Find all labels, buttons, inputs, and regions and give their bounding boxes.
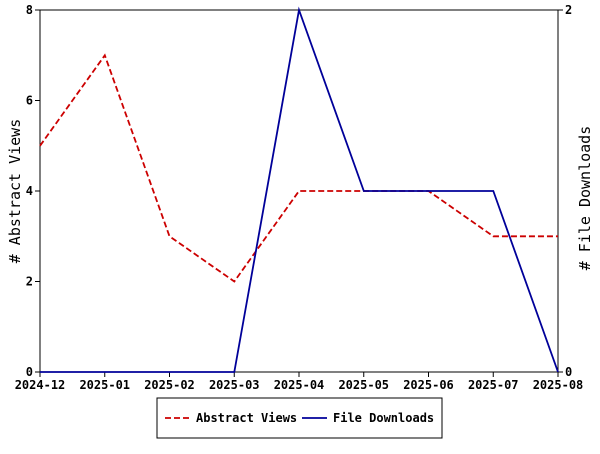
x-tick-label: 2025-07 — [468, 378, 519, 392]
series-lines — [39, 6, 559, 373]
y-left-tick-label: 2 — [26, 275, 33, 289]
legend-label: Abstract Views — [196, 411, 297, 425]
x-tick-label: 2025-06 — [403, 378, 454, 392]
series-line-abstract-views — [39, 53, 558, 283]
legend-label: File Downloads — [333, 411, 434, 425]
x-tick-label: 2024-12 — [15, 378, 66, 392]
tick-labels: 2024-12 2025-01 2025-02 2025-03 2025-04 2025-… — [15, 3, 584, 392]
x-tick-label: 2025-04 — [274, 378, 325, 392]
x-tick-label: 2025-03 — [209, 378, 260, 392]
legend-box — [156, 397, 443, 439]
y-left-tick-label: 0 — [26, 365, 33, 379]
y-left-tick-label: 4 — [26, 184, 33, 198]
x-tick-label: 2025-05 — [338, 378, 389, 392]
x-tick-label: 2025-02 — [144, 378, 195, 392]
y-left-tick-label: 8 — [26, 3, 33, 17]
y-left-tick-label: 6 — [26, 94, 33, 108]
y-axis-right-title: # File Downloads — [576, 126, 594, 271]
series-line-file-downloads — [40, 6, 559, 373]
x-tick-label: 2025-01 — [79, 378, 130, 392]
x-tick-label: 2025-08 — [533, 378, 584, 392]
axis-titles: # Abstract Views # File Downloads — [6, 119, 594, 271]
y-right-tick-label: 0 — [565, 365, 572, 379]
y-right-tick-label: 2 — [565, 3, 572, 17]
legend: Abstract Views File Downloads — [156, 397, 443, 439]
y-axis-left-title: # Abstract Views — [6, 119, 24, 264]
axes — [35, 9, 563, 377]
